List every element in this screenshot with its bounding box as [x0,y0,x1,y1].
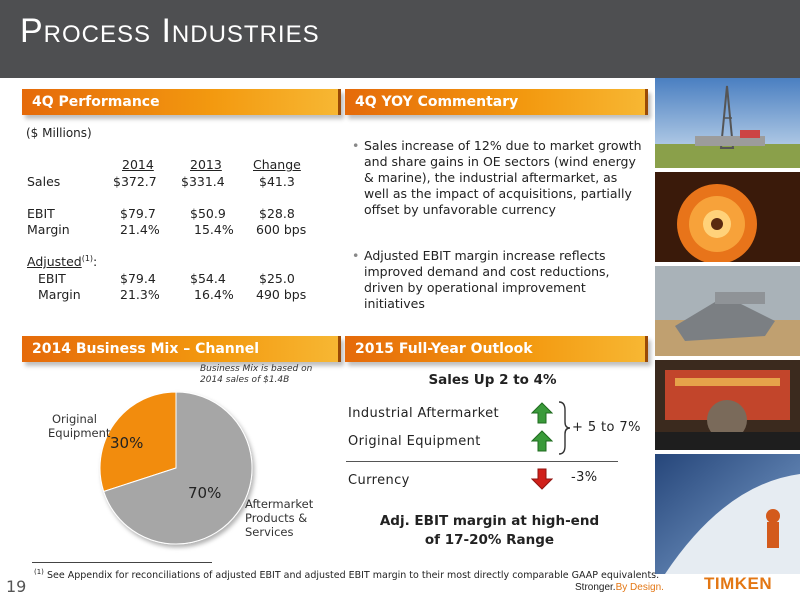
adj-ebit-2013: $54.4 [190,271,226,286]
adj-margin-change: 490 bps [256,287,307,302]
bullet-dot-icon: • [352,138,360,153]
adjusted-colon: : [93,254,98,270]
pie-label-am-line3: Services [245,525,294,539]
commentary-bullet-sales: • Sales increase of 12% due to market gr… [352,138,642,218]
sales-change: $41.3 [259,174,295,189]
units-label: ($ Millions) [26,126,92,140]
adj-ebit-line2: of 17-20% Range [424,532,555,548]
outlook-currency: Currency [348,473,410,488]
commentary-bullet-text: Adjusted EBIT margin increase reflects i… [364,248,610,311]
business-mix-note: Business Mix is based on 2014 sales of $… [200,364,330,386]
row-label-ebit: EBIT [27,206,55,221]
footnote-superscript: (1) [34,568,44,576]
tagline: Stronger.By Design. [575,582,664,593]
col-header-change: Change [253,157,301,172]
adjusted-superscript: (1) [81,254,94,263]
outlook-sales: Sales Up 2 to 4% [428,372,557,388]
pie-pct-aftermarket: 70% [188,484,222,502]
page-number: 19 [6,577,27,596]
tagline-by-design: By Design. [615,582,664,593]
outlook-range: + 5 to 7% [572,420,641,435]
photo-steel-coil [655,172,800,262]
margin-2014: 21.4% [120,222,160,237]
sales-2014: $372.7 [113,174,157,189]
row-label-margin: Margin [27,222,70,237]
pie-label-original-equipment: Original Equipment [48,412,110,440]
photo-gearbox-repair [655,360,800,450]
outlook-currency-value: -3% [571,470,598,485]
bullet-dot-icon: • [352,248,360,263]
adj-margin-2013: 16.4% [194,287,234,302]
photo-oil-rig [655,78,800,168]
note-line-2: 2014 sales of $1.4B [200,375,290,385]
row-label-adj-ebit: EBIT [38,271,66,286]
ebit-2014: $79.7 [120,206,156,221]
timken-logo: TIMKEN [704,574,773,593]
adj-ebit-line1: Adj. EBIT margin at high-end [379,513,600,529]
photo-wind-turbine-worker [655,454,800,574]
pie-pct-original-equipment: 30% [110,434,144,452]
adj-ebit-2014: $79.4 [120,271,156,286]
pie-slice-original-equipment [99,391,177,493]
footnote-text: See Appendix for reconciliations of adju… [46,570,660,582]
col-header-2013: 2013 [190,157,222,172]
row-label-adj-margin: Margin [38,287,81,302]
header-4q-performance: 4Q Performance [22,89,341,115]
arrow-down-icon [531,468,553,490]
pie-label-am-line1: Aftermarket [245,497,314,511]
adjusted-label: Adjusted [27,254,82,270]
margin-2013: 15.4% [194,222,234,237]
pie-label-am-line2: Products & [245,511,308,525]
col-header-2014: 2014 [122,157,154,172]
pie-label-oe-line2: Equipment [48,426,111,440]
arrow-up-icon [531,430,553,452]
header-4q-yoy-commentary: 4Q YOY Commentary [345,89,648,115]
sales-2013: $331.4 [181,174,225,189]
page-title: Process Industries [20,12,320,50]
footnote: (1) See Appendix for reconciliations of … [34,568,659,581]
photo-mining-equipment [655,266,800,356]
ebit-2013: $50.9 [190,206,226,221]
margin-change: 600 bps [256,222,307,237]
row-label-adjusted: Adjusted(1): [27,254,97,269]
outlook-original-equipment: Original Equipment [348,434,481,449]
footnote-divider [32,562,212,563]
adj-ebit-change: $25.0 [259,271,295,286]
adj-margin-2014: 21.3% [120,287,160,302]
pie-label-aftermarket: Aftermarket Products & Services [245,497,313,539]
pie-slice-aftermarket [103,391,253,545]
outlook-divider [346,461,618,462]
note-line-1: Business Mix is based on [200,364,313,374]
brace-icon [558,401,571,455]
header-full-year-outlook: 2015 Full-Year Outlook [345,336,648,362]
tagline-stronger: Stronger. [575,582,616,593]
outlook-adj-ebit: Adj. EBIT margin at high-end of 17-20% R… [352,512,627,550]
commentary-bullet-margin: • Adjusted EBIT margin increase reflects… [352,248,642,312]
row-label-sales: Sales [27,174,61,189]
title-bar [0,0,800,78]
header-business-mix: 2014 Business Mix – Channel [22,336,341,362]
commentary-bullet-text: Sales increase of 12% due to market grow… [364,138,642,217]
ebit-change: $28.8 [259,206,295,221]
arrow-up-icon [531,402,553,424]
outlook-industrial-aftermarket: Industrial Aftermarket [348,406,500,421]
pie-label-oe-line1: Original [52,412,98,426]
business-mix-pie-chart [99,391,253,545]
